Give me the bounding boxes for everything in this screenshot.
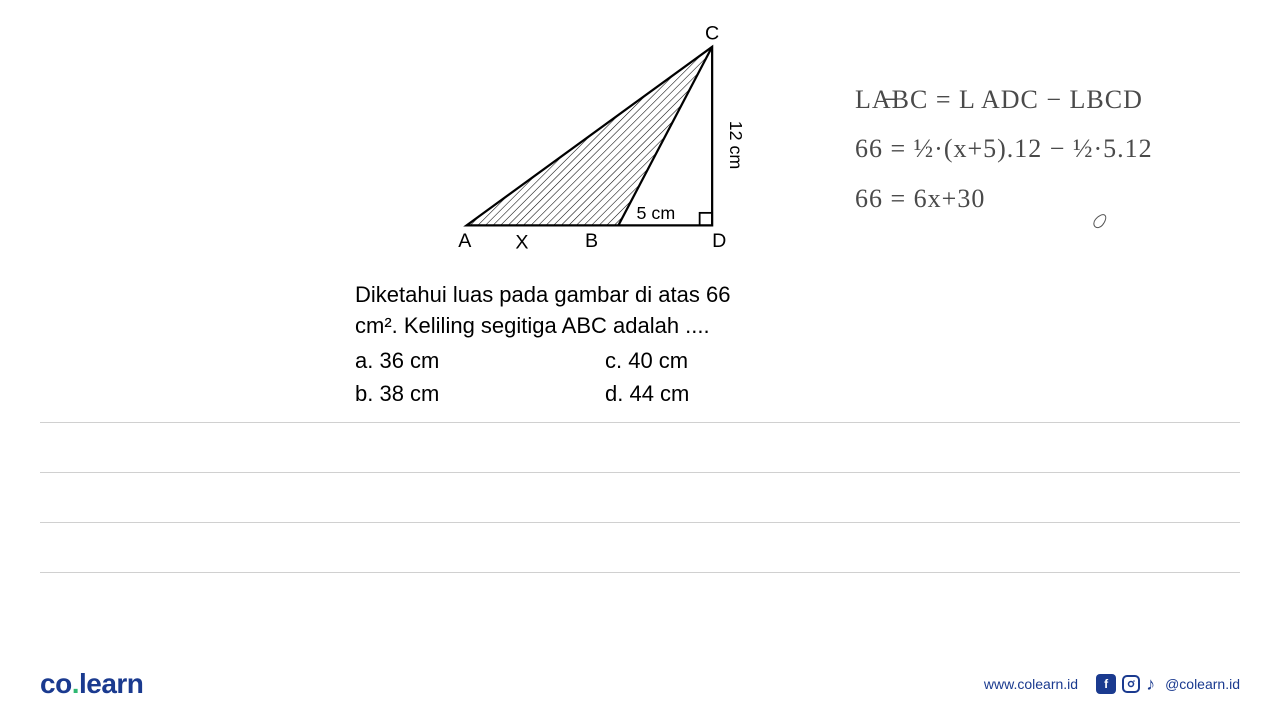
question-line-2: cm². Keliling segitiga ABC adalah ....	[355, 311, 855, 342]
logo-learn: learn	[79, 668, 143, 699]
footer-right: www.colearn.id f ♪ @colearn.id	[984, 674, 1240, 695]
ruled-line	[40, 472, 1240, 522]
handwriting-line-3: 66 = 6x+30	[855, 174, 1235, 223]
answer-options: a. 36 cm c. 40 cm b. 38 cm d. 44 cm	[355, 344, 855, 410]
option-d: d. 44 cm	[605, 377, 855, 410]
footer: co.learn www.colearn.id f ♪ @colearn.id	[40, 668, 1240, 700]
logo: co.learn	[40, 668, 143, 700]
question-text: Diketahui luas pada gambar di atas 66 cm…	[355, 280, 855, 342]
side-bd-label: 5 cm	[637, 203, 676, 223]
tiktok-icon: ♪	[1146, 674, 1155, 695]
vertex-a-label: A	[458, 230, 472, 252]
handwritten-work: LA̶BC = L ADC − LBCD 66 = ½·(x+5).12 − ½…	[855, 75, 1235, 223]
option-c: c. 40 cm	[605, 344, 855, 377]
handwriting-line-2: 66 = ½·(x+5).12 − ½·5.12	[855, 124, 1235, 173]
option-a: a. 36 cm	[355, 344, 605, 377]
logo-dot: .	[72, 668, 79, 699]
footer-url: www.colearn.id	[984, 676, 1078, 692]
facebook-icon: f	[1096, 674, 1116, 694]
question-line-1: Diketahui luas pada gambar di atas 66	[355, 280, 855, 311]
instagram-icon	[1122, 675, 1140, 693]
handwriting-line-1: LA̶BC = L ADC − LBCD	[855, 75, 1235, 124]
logo-co: co	[40, 668, 72, 699]
ruled-line	[40, 572, 1240, 622]
question-block: C A B D X 5 cm 12 cm Diketahui luas pada…	[355, 20, 855, 410]
vertex-b-label: B	[585, 230, 598, 252]
ruled-line	[40, 522, 1240, 572]
ruled-lines	[40, 422, 1240, 622]
social-icons: f ♪ @colearn.id	[1096, 674, 1240, 695]
social-handle: @colearn.id	[1165, 676, 1240, 692]
side-cd-label: 12 cm	[726, 121, 746, 170]
triangle-diagram: C A B D X 5 cm 12 cm	[445, 20, 765, 270]
vertex-c-label: C	[705, 23, 719, 45]
vertex-d-label: D	[712, 230, 726, 252]
ruled-line	[40, 422, 1240, 472]
label-x: X	[515, 232, 528, 254]
option-b: b. 38 cm	[355, 377, 605, 410]
